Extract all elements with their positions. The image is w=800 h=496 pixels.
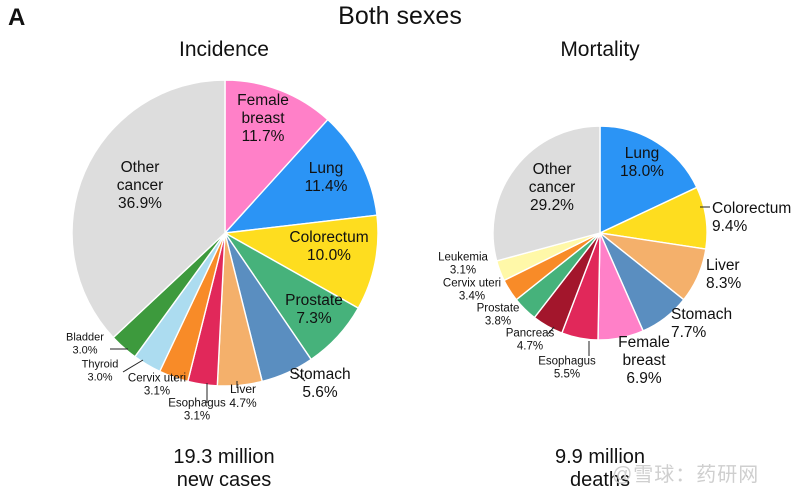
panel-letter: A (8, 4, 26, 31)
incidence-label-colorectum: Colorectum 10.0% (289, 229, 368, 264)
figure-title: Both sexes (338, 2, 462, 30)
mortality-label-cervix-uteri: Cervix uteri 3.4% (443, 277, 501, 302)
mortality-total: 9.9 million deaths (500, 446, 700, 492)
incidence-slice-other-cancer (71, 79, 226, 339)
incidence-slice-colorectum (222, 214, 379, 310)
mortality-label-colorectum: Colorectum 9.4% (712, 200, 791, 235)
mortality-label-lung: Lung 18.0% (620, 145, 664, 180)
incidence-total: 19.3 million new cases (124, 446, 324, 492)
incidence-slice-female-breast (224, 79, 329, 235)
incidence-label-prostate: Prostate 7.3% (285, 292, 343, 327)
incidence-total-line2: new cases (176, 469, 272, 491)
incidence-leader-stomach (294, 371, 306, 382)
mortality-total-line1: 9.9 million (554, 446, 646, 468)
mortality-total-line2: deaths (569, 469, 631, 491)
incidence-label-liver: Liver 4.7% (229, 382, 257, 410)
mortality-slice-other-cancer (492, 125, 601, 262)
mortality-label-other-cancer: Other cancer 29.2% (529, 161, 576, 214)
mortality-label-liver: Liver 8.3% (706, 257, 742, 292)
mortality-label-esophagus: Esophagus 5.5% (538, 355, 596, 380)
incidence-label-thyroid: Thyroid 3.0% (82, 359, 119, 384)
mortality-slice-lung (599, 125, 698, 235)
incidence-label-other-cancer: Other cancer 36.9% (117, 159, 164, 212)
mortality-label-female-breast: Female breast 6.9% (618, 334, 670, 387)
mortality-label-prostate: Prostate 3.8% (477, 302, 520, 327)
incidence-label-esophagus: Esophagus 3.1% (168, 397, 226, 422)
incidence-label-stomach: Stomach 5.6% (289, 366, 350, 401)
watermark: @雪球：药研网 (612, 464, 760, 486)
incidence-label-bladder: Bladder 3.0% (66, 332, 104, 357)
incidence-leader-thyroid (122, 359, 144, 373)
incidence-title: Incidence (179, 38, 269, 61)
incidence-slice-lung (223, 118, 378, 234)
incidence-label-lung: Lung 11.4% (305, 160, 348, 195)
mortality-label-stomach: Stomach 7.7% (671, 306, 732, 341)
mortality-label-leukemia: Leukemia 3.1% (438, 251, 488, 276)
mortality-title: Mortality (560, 38, 640, 61)
incidence-label-cervix-uteri: Cervix uteri 3.1% (128, 372, 186, 397)
incidence-label-female-breast: Female breast 11.7% (237, 92, 289, 145)
mortality-leader-pancreas (547, 326, 555, 335)
mortality-label-pancreas: Pancreas 4.7% (506, 327, 555, 352)
incidence-total-line1: 19.3 million (173, 446, 275, 468)
